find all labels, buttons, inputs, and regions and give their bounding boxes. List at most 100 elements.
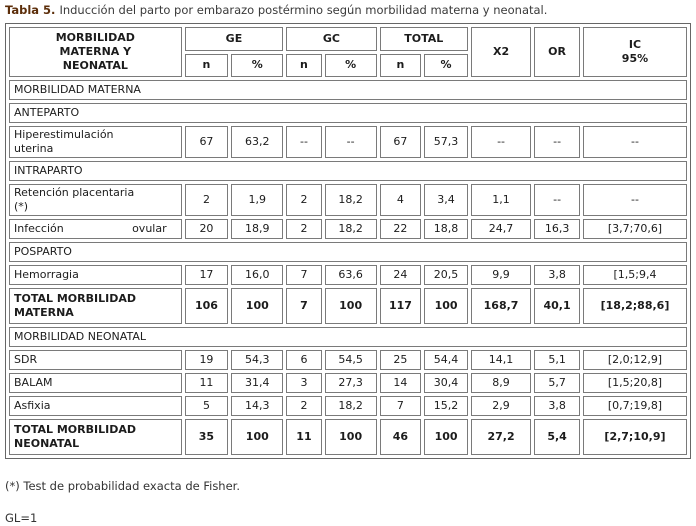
value-cell: 100 (424, 419, 468, 455)
value-cell: 7 (379, 396, 422, 416)
section-header: ANTEPARTO (9, 103, 687, 123)
table-caption-text: Inducción del parto por embarazo postérm… (59, 3, 548, 17)
value-cell: 18,8 (424, 219, 468, 239)
value-cell: -- (582, 184, 687, 216)
value-cell: 8,9 (470, 373, 532, 393)
value-cell: 5,1 (534, 350, 580, 370)
section-row: INTRAPARTO (9, 161, 687, 181)
value-cell: 15,2 (424, 396, 468, 416)
section-header: MORBILIDAD MATERNA (9, 80, 687, 100)
row-label-part: Infección (14, 222, 64, 235)
value-cell: 18,2 (324, 219, 377, 239)
value-cell: [18,2;88,6] (582, 288, 687, 324)
value-cell: 11 (184, 373, 229, 393)
value-cell: 14,1 (470, 350, 532, 370)
column-header-gc: GC (286, 27, 377, 51)
value-cell: 19 (184, 350, 229, 370)
value-cell: 18,9 (231, 219, 284, 239)
column-header-gc-n: n (286, 53, 322, 77)
value-cell: 4 (379, 184, 422, 216)
value-cell: [0,7;19,8] (582, 396, 687, 416)
value-cell: 18,2 (324, 184, 377, 216)
column-header-ge-n: n (184, 53, 229, 77)
value-cell: 46 (379, 419, 422, 455)
value-cell: 5,7 (534, 373, 580, 393)
value-cell: 20,5 (424, 265, 468, 285)
row-label: Retención placentaria (*) (9, 184, 182, 216)
row-label-justified: Infección ovular (14, 222, 177, 236)
row-label: TOTAL MORBILIDAD MATERNA (9, 288, 182, 324)
value-cell: [3,7;70,6] (582, 219, 687, 239)
value-cell: -- (470, 126, 532, 158)
value-cell: 27,3 (324, 373, 377, 393)
row-label: Hemorragia (9, 265, 182, 285)
value-cell: 1,9 (231, 184, 284, 216)
value-cell: -- (324, 126, 377, 158)
table-row: Asfixia 5 14,3 2 18,2 7 15,2 2,9 3,8 [0,7;19,8] (9, 396, 687, 416)
column-header-total: TOTAL (379, 27, 468, 51)
value-cell: 18,2 (324, 396, 377, 416)
column-header-ic95: IC 95% (582, 27, 687, 77)
value-cell: 24,7 (470, 219, 532, 239)
header-row-sub: n % n % n % (9, 53, 687, 77)
value-cell: 54,4 (424, 350, 468, 370)
value-cell: 22 (379, 219, 422, 239)
value-cell: 11 (286, 419, 322, 455)
value-cell: 35 (184, 419, 229, 455)
value-cell: 24 (379, 265, 422, 285)
table-caption-number: Tabla 5. (5, 3, 56, 17)
value-cell: 25 (379, 350, 422, 370)
table-row: BALAM 11 31,4 3 27,3 14 30,4 8,9 5,7 [1,5;20,8] (9, 373, 687, 393)
value-cell: 2 (286, 396, 322, 416)
value-cell: -- (534, 126, 580, 158)
value-cell: -- (582, 126, 687, 158)
value-cell: 54,5 (324, 350, 377, 370)
section-row: ANTEPARTO (9, 103, 687, 123)
value-cell: 100 (324, 288, 377, 324)
column-header-total-pct: % (424, 53, 468, 77)
value-cell: 14,3 (231, 396, 284, 416)
value-cell: 5,4 (534, 419, 580, 455)
value-cell: 67 (184, 126, 229, 158)
value-cell: [1,5;20,8] (582, 373, 687, 393)
value-cell: [1,5;9,4 (582, 265, 687, 285)
value-cell: 7 (286, 288, 322, 324)
value-cell: [2,0;12,9] (582, 350, 687, 370)
row-label: Infección ovular (9, 219, 182, 239)
column-header-total-n: n (379, 53, 422, 77)
value-cell: 100 (424, 288, 468, 324)
value-cell: 2,9 (470, 396, 532, 416)
value-cell: 3,8 (534, 265, 580, 285)
value-cell: 3 (286, 373, 322, 393)
value-cell: 40,1 (534, 288, 580, 324)
row-label-part: ovular (132, 222, 167, 235)
section-header: MORBILIDAD NEONATAL (9, 327, 687, 347)
table-row: Retención placentaria (*) 2 1,9 2 18,2 4 3,4 1,… (9, 184, 687, 216)
value-cell: 100 (231, 288, 284, 324)
value-cell: 16,3 (534, 219, 580, 239)
value-cell: 7 (286, 265, 322, 285)
table-row: Hiperestimulación uterina 67 63,2 -- -- 67 57,… (9, 126, 687, 158)
value-cell: 100 (324, 419, 377, 455)
value-cell: 30,4 (424, 373, 468, 393)
value-cell: 106 (184, 288, 229, 324)
value-cell: 3,8 (534, 396, 580, 416)
value-cell: 63,6 (324, 265, 377, 285)
column-header-morbidity: MORBILIDAD MATERNA Y NEONATAL (9, 27, 182, 77)
row-label: Asfixia (9, 396, 182, 416)
column-header-gc-pct: % (324, 53, 377, 77)
section-row: POSPARTO (9, 242, 687, 262)
table-body: MORBILIDAD MATERNA ANTEPARTO Hiperestimula… (9, 80, 687, 455)
value-cell: 2 (184, 184, 229, 216)
section-row: MORBILIDAD NEONATAL (9, 327, 687, 347)
table-header: MORBILIDAD MATERNA Y NEONATAL GE GC TOTA… (9, 27, 687, 77)
value-cell: 6 (286, 350, 322, 370)
table-row: TOTAL MORBILIDAD NEONATAL 35 100 11 100 46 100… (9, 419, 687, 455)
value-cell: 27,2 (470, 419, 532, 455)
table-row: TOTAL MORBILIDAD MATERNA 106 100 7 100 117 100… (9, 288, 687, 324)
section-row: MORBILIDAD MATERNA (9, 80, 687, 100)
value-cell: 2 (286, 219, 322, 239)
value-cell: 16,0 (231, 265, 284, 285)
row-label: TOTAL MORBILIDAD NEONATAL (9, 419, 182, 455)
